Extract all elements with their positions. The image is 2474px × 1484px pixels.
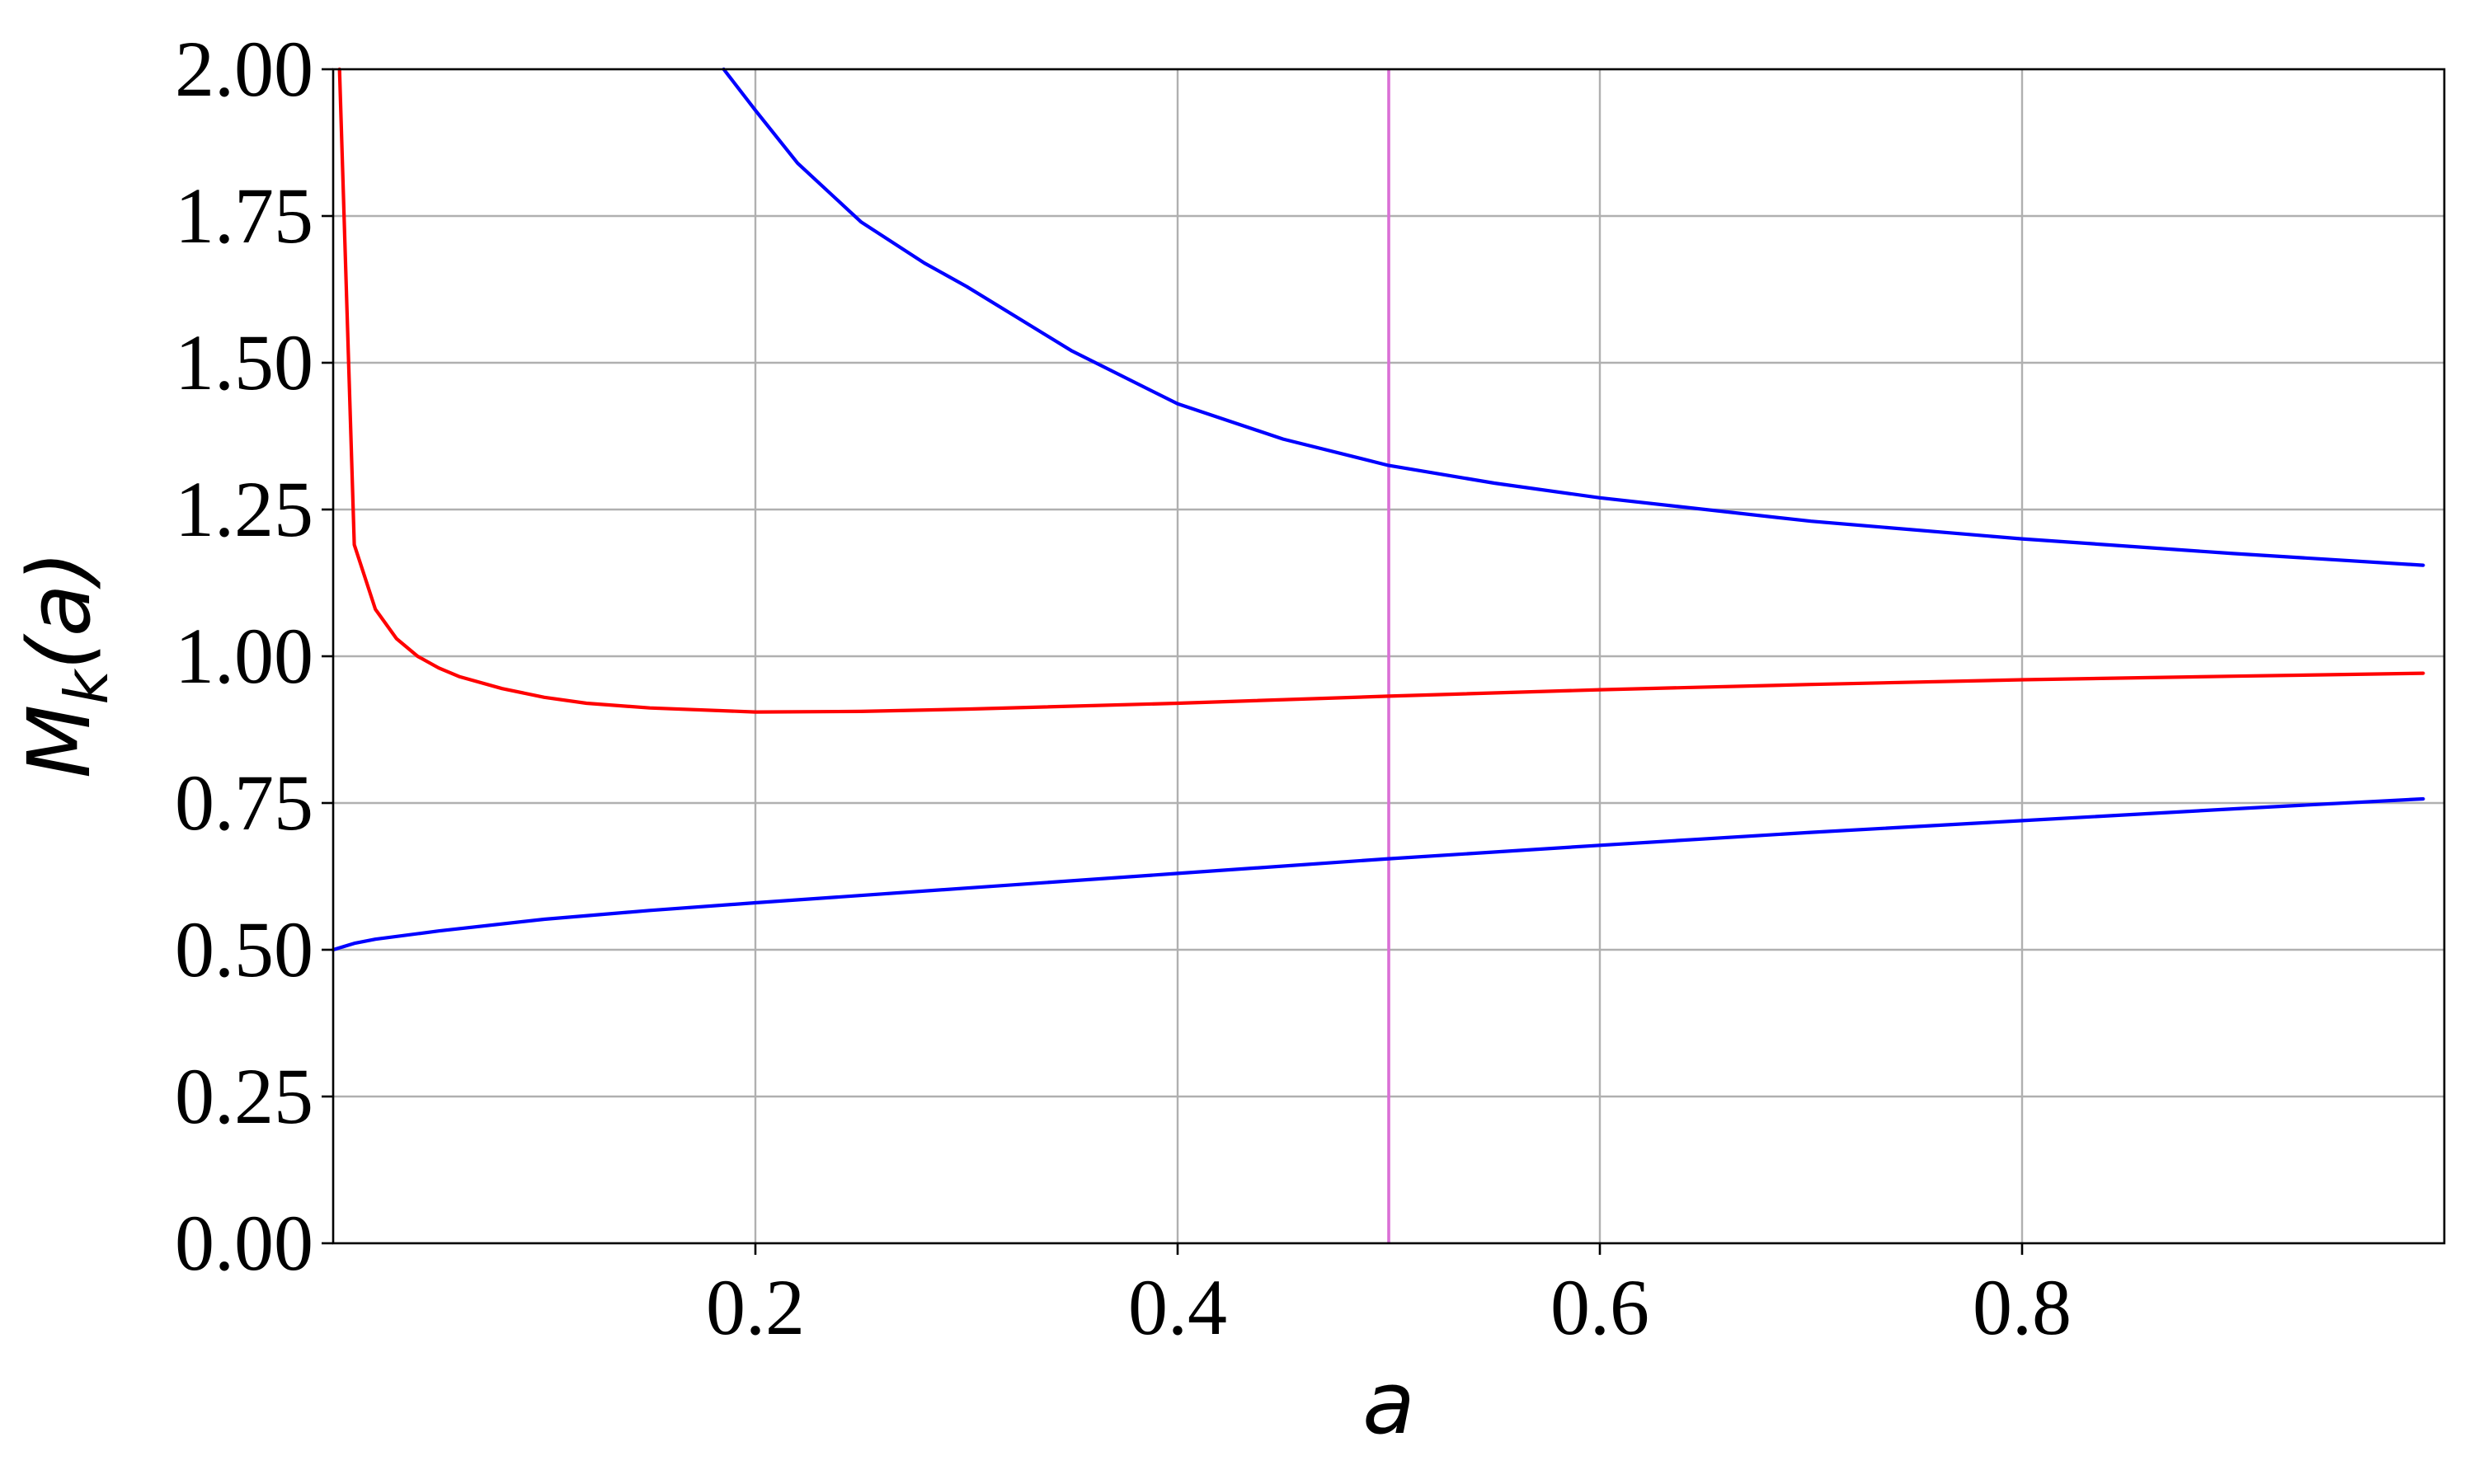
y-tick-label: 2.00 xyxy=(175,25,313,113)
x-tick-label: 0.2 xyxy=(706,1263,805,1351)
y-axis-label: Mk(a) xyxy=(9,551,121,778)
y-axis-label-subscript: k xyxy=(52,667,121,704)
y-tick-label: 0.00 xyxy=(175,1199,313,1287)
y-tick-label: 1.50 xyxy=(175,318,313,406)
y-tick-label: 1.75 xyxy=(175,171,313,260)
series-line-1 xyxy=(337,67,2425,714)
series-lines xyxy=(331,67,2425,952)
y-tick-label: 0.75 xyxy=(175,758,313,847)
x-tick-label: 0.8 xyxy=(1973,1263,2072,1351)
y-axis-label-tail: (a) xyxy=(9,551,110,670)
y-tick-label: 0.50 xyxy=(175,905,313,993)
y-tick-label: 1.25 xyxy=(175,465,313,553)
x-tick-label: 0.6 xyxy=(1550,1263,1649,1351)
x-axis-label: a xyxy=(1362,1353,1415,1453)
axis-ticks: 0.2 0.4 0.6 0.8 0.00 0.25 0.50 0.75 1.00 1.25 1.50… xyxy=(175,25,2072,1351)
y-tick-label: 0.25 xyxy=(175,1052,313,1140)
y-axis-label-main: M xyxy=(9,704,110,778)
x-tick-label: 0.4 xyxy=(1128,1263,1227,1351)
series-line-3 xyxy=(331,796,2425,952)
y-tick-label: 1.00 xyxy=(175,612,313,700)
series-line-2 xyxy=(722,67,2425,567)
